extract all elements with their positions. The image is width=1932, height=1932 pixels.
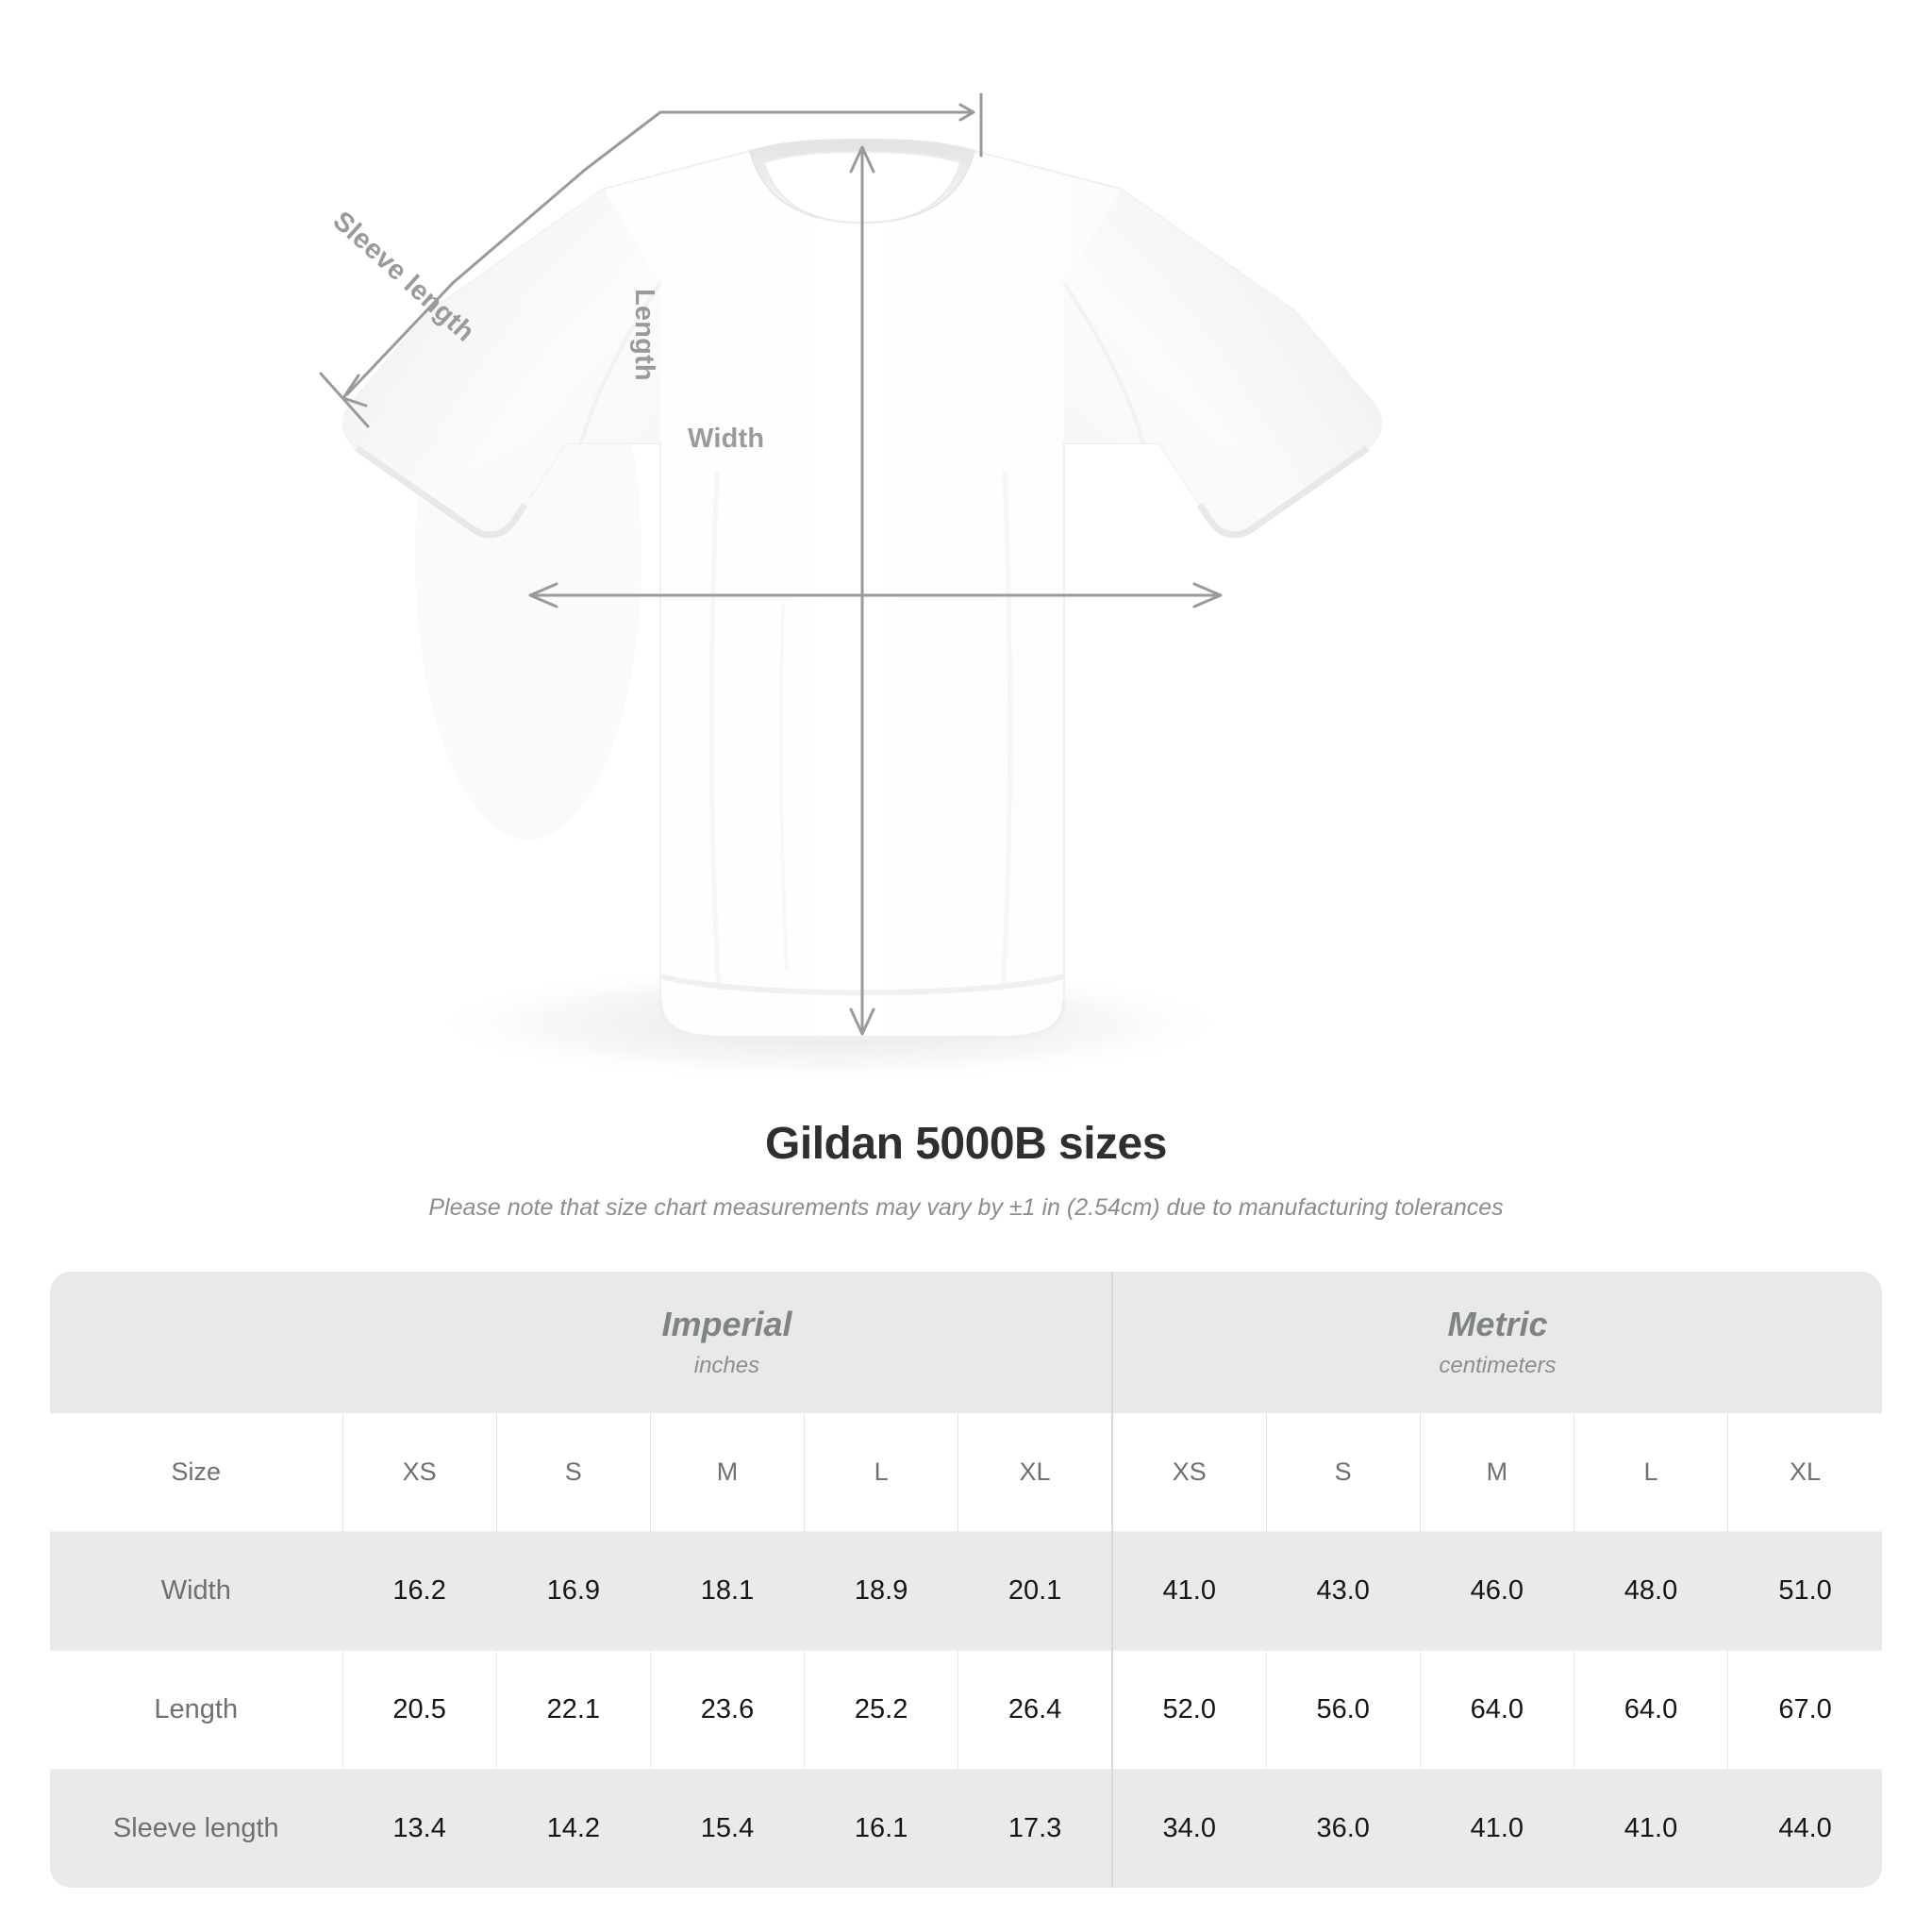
measurement-cell: 46.0 — [1419, 1531, 1574, 1651]
table-row: Sleeve length 13.4 14.2 15.4 16.1 17.3 34.0 36.… — [50, 1769, 1882, 1888]
measurement-cell: 36.0 — [1265, 1769, 1421, 1888]
page-title: Gildan 5000B sizes — [765, 1119, 1167, 1169]
size-header-cell: XL — [958, 1413, 1113, 1532]
size-header-cell: L — [804, 1413, 958, 1532]
measurement-cell: 17.3 — [958, 1769, 1113, 1888]
unit-subtitle: inches — [693, 1352, 760, 1378]
measurement-cell: 25.2 — [804, 1650, 958, 1770]
heading-block: Gildan 5000B sizes Please note that size… — [0, 1118, 1932, 1222]
measurement-cell: 16.1 — [804, 1769, 958, 1888]
measurement-cell: 52.0 — [1111, 1650, 1267, 1770]
row-label: Length — [50, 1650, 343, 1770]
measurement-cell: 67.0 — [1727, 1650, 1882, 1770]
measurement-cell: 15.4 — [649, 1769, 805, 1888]
size-header-label: Size — [50, 1413, 343, 1532]
measurement-cell: 34.0 — [1111, 1769, 1267, 1888]
size-header-cell: XL — [1727, 1413, 1882, 1532]
table-row: Length 20.5 22.1 23.6 25.2 26.4 52.0 56.0 64.0 64… — [50, 1650, 1882, 1770]
measurement-cell: 44.0 — [1727, 1769, 1882, 1888]
measurement-cell: 18.1 — [649, 1531, 805, 1651]
measurement-cell: 20.1 — [958, 1531, 1113, 1651]
size-header-row: Size XS S M L XL XS S M L XL — [50, 1413, 1882, 1532]
row-label: Sleeve length — [50, 1769, 343, 1888]
measurement-cell: 20.5 — [341, 1650, 497, 1770]
measurement-cell: 64.0 — [1419, 1650, 1574, 1770]
unit-banner-row: Imperial inches Metric centimeters — [50, 1272, 1882, 1413]
measurement-cell: 16.2 — [341, 1531, 497, 1651]
size-chart-table: Imperial inches Metric centimeters Size XS S M L… — [50, 1272, 1882, 1888]
row-label: Width — [50, 1531, 343, 1651]
size-header-cell: XS — [1111, 1413, 1267, 1532]
measurement-cell: 41.0 — [1111, 1531, 1267, 1651]
measurement-cell: 41.0 — [1419, 1769, 1574, 1888]
measurement-cell: 48.0 — [1573, 1531, 1728, 1651]
tolerance-note: Please note that size chart measurements… — [428, 1194, 1504, 1221]
measurement-cell: 14.2 — [495, 1769, 651, 1888]
measurement-cell: 41.0 — [1573, 1769, 1728, 1888]
measurement-cell: 23.6 — [649, 1650, 805, 1770]
unit-name: Imperial — [661, 1305, 792, 1344]
measurement-cell: 22.1 — [495, 1650, 651, 1770]
tshirt-diagram: Sleeve length Length Width — [319, 92, 1383, 1082]
unit-name: Metric — [1447, 1305, 1548, 1344]
unit-subtitle: centimeters — [1439, 1352, 1557, 1378]
measurement-cell: 64.0 — [1573, 1650, 1728, 1770]
measurement-cell: 56.0 — [1265, 1650, 1421, 1770]
length-annotation: Length — [629, 289, 659, 381]
measurement-cell: 18.9 — [804, 1531, 958, 1651]
measurement-cell: 13.4 — [341, 1769, 497, 1888]
unit-banner-corner — [50, 1272, 343, 1413]
measurement-cell: 51.0 — [1727, 1531, 1882, 1651]
width-annotation: Width — [688, 424, 765, 454]
size-header-cell: M — [1419, 1413, 1574, 1532]
unit-header-metric: Metric centimeters — [1111, 1272, 1882, 1413]
size-header-cell: XS — [341, 1413, 497, 1532]
table-row: Width 16.2 16.9 18.1 18.9 20.1 41.0 43.0 46.0 48.… — [50, 1531, 1882, 1651]
measurement-cell: 43.0 — [1265, 1531, 1421, 1651]
measurement-cell: 26.4 — [958, 1650, 1113, 1770]
size-header-cell: L — [1573, 1413, 1728, 1532]
unit-header-imperial: Imperial inches — [342, 1272, 1113, 1413]
size-chart-table-wrapper: Imperial inches Metric centimeters Size XS S M L… — [50, 1272, 1882, 1888]
size-header-cell: M — [649, 1413, 805, 1532]
measurement-cell: 16.9 — [495, 1531, 651, 1651]
size-header-cell: S — [1265, 1413, 1421, 1532]
size-header-cell: S — [495, 1413, 651, 1532]
tshirt-illustration — [319, 92, 1383, 1082]
